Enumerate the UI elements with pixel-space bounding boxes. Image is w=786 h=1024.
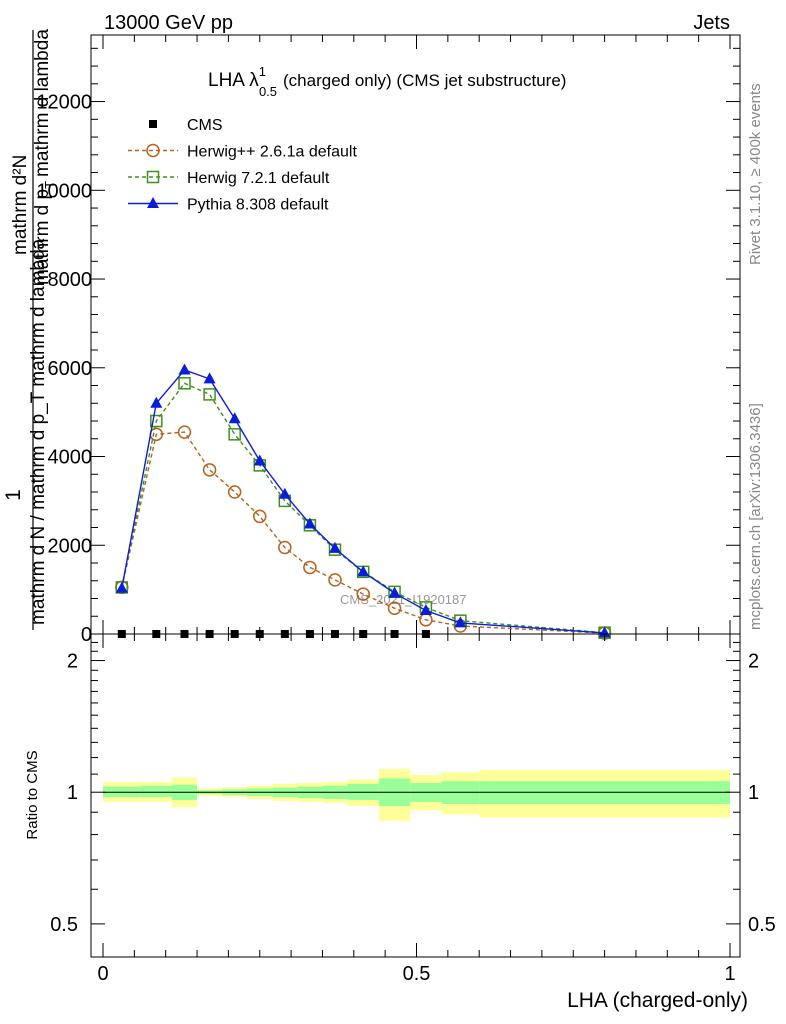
main-y-label: 1 mathrm d N / mathrm d p_T mathrm d lam… [2,29,57,630]
data-point [419,603,432,615]
data-point [253,454,266,466]
y-label-frac-num: mathrm d²N [10,155,31,255]
ratio-x-axis: 0 0.5 1 [97,634,736,985]
data-point [227,485,242,499]
data-point [328,573,342,587]
legend-label: Pythia 8.308 default [187,197,329,214]
data-point [303,560,317,575]
legend-item: Herwig++ 2.6.1a default [128,144,357,161]
y-tick-label: 4000 [48,447,93,469]
y-tick-label: 12000 [36,92,92,114]
chart-title-sub: 0.5 [259,84,277,99]
data-point [203,388,216,401]
data-point [356,587,370,601]
y-tick-label: 6000 [48,358,93,380]
data-point [202,463,217,477]
chart-title-rest: (charged only) (CMS jet substructure) [283,71,566,90]
ratio-y-label: Ratio to CMS [24,750,41,839]
y-tick-label: 0 [81,624,92,646]
ratio-y-tick-label: 2 [67,651,78,673]
legend-label: Herwig++ 2.6.1a default [187,144,357,161]
ratio-y-tick-label-right: 1 [748,782,759,804]
ratio-y-tick-label-right: 2 [748,651,759,673]
data-point [278,540,292,555]
data-point [177,425,192,439]
chart-title: LHA λ1 0.5 (charged only) (CMS jet substru… [208,64,566,99]
energy-label: 13000 GeV pp [104,12,233,34]
y-label-frac-den: mathrm d pTmathrm d lambda [32,29,57,285]
legend-item: CMS [149,117,223,134]
chart-title-sup: 1 [259,64,266,79]
chart-title-main: LHA λ [208,70,259,91]
legend-marker [147,197,159,208]
data-point [253,509,267,524]
ratio-y-tick-label: 0.5 [50,914,78,936]
series-1 [115,425,612,640]
legend-label: Herwig 7.2.1 default [187,170,330,187]
data-point [357,565,370,577]
data-point [388,586,401,598]
data-point [278,487,291,499]
data-point [598,626,611,638]
y-tick-label: 8000 [48,269,93,291]
legend-marker [146,170,160,184]
legend-label: CMS [187,117,223,134]
legend: CMS Herwig++ 2.6.1a default Herwig 7.2.1 d… [128,117,357,214]
data-point [454,616,467,628]
x-tick-label: 0 [97,963,108,985]
ratio-band-inner [140,785,172,798]
ratio-y-tick-label: 1 [67,782,78,804]
y-label-mid: mathrm d N / mathrm d p_T mathrm d lambd… [28,238,49,625]
y-label-frac-den-a: mathrm d p [32,189,53,285]
data-point [178,363,191,375]
y-label-frac-den-sub: T [42,181,57,189]
analysis-watermark: CMS_2021_I1920187 [340,592,467,607]
legend-marker [146,143,160,158]
legend-item: Pythia 8.308 default [128,197,329,214]
legend-item: Herwig 7.2.1 default [128,170,330,187]
data-point [150,396,163,408]
data-point [150,414,163,428]
data-point [203,372,216,384]
x-tick-label: 1 [724,963,735,985]
main-y-axis: 0 2000 4000 6000 8000 10000 12000 [36,47,740,646]
mcplots-label: mcplots.cern.ch [arXiv:1306.3436] [747,403,764,630]
data-point [303,517,316,529]
ratio-y-tick-label-right: 0.5 [748,914,776,936]
y-label-numerator: 1 [2,489,25,501]
legend-marker [149,120,157,128]
x-tick-label: 0.5 [403,963,431,985]
ratio-panel: 0.5 0.51 12 2 0 0.5 1 Ratio to CMS LHA (charg… [24,633,776,1012]
ratio-frame [90,633,741,958]
rivet-label: Rivet 3.1.10, ≥ 400k events [747,83,764,265]
data-point [178,377,191,390]
category-label: Jets [693,12,730,34]
data-point [328,541,341,553]
data-point [387,601,402,616]
y-label-frac-den-b: mathrm d lambda [32,29,53,177]
ratio-y-axis: 0.5 0.5 1 1 2 2 [50,641,776,936]
y-tick-label: 2000 [48,535,93,557]
data-point [228,428,241,441]
x-axis-label: LHA (charged-only) [567,989,748,1012]
series-3 [115,363,611,638]
data-point [115,581,128,593]
data-point [228,412,241,424]
ratio-bands [103,768,730,821]
y-tick-label: 10000 [36,180,92,202]
